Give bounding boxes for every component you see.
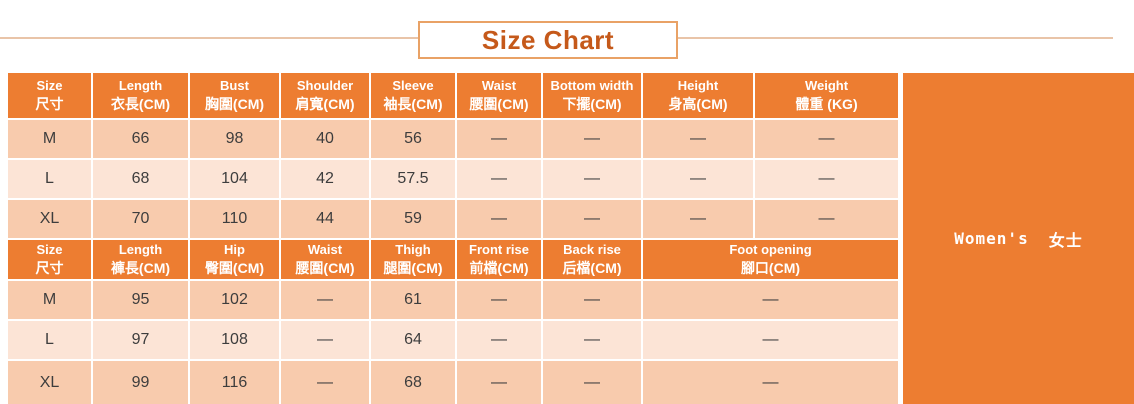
data-cell: —: [281, 281, 369, 319]
data-cell: XL: [8, 361, 91, 404]
data-cell: —: [543, 321, 641, 359]
data-cell: 57.5: [371, 160, 455, 198]
data-cell: 98: [190, 120, 279, 158]
data-cell: —: [281, 321, 369, 359]
data-cell: 70: [93, 200, 188, 238]
data-cell: —: [457, 321, 541, 359]
data-cell: 99: [93, 361, 188, 404]
data-cell: —: [457, 160, 541, 198]
data-cell: —: [457, 361, 541, 404]
data-cell: 110: [190, 200, 279, 238]
header-cell-size2: Size 尺寸: [8, 240, 91, 279]
data-cell: —: [755, 200, 898, 238]
header-cell-height: Height 身高(CM): [643, 73, 753, 118]
data-cell: —: [643, 120, 753, 158]
data-cell: —: [643, 160, 753, 198]
header-cell-foot-opening: Foot opening 腳口(CM): [643, 240, 898, 279]
header-cell-hip: Hip 臀圍(CM): [190, 240, 279, 279]
data-cell: 97: [93, 321, 188, 359]
data-cell: 44: [281, 200, 369, 238]
data-cell: 61: [371, 281, 455, 319]
data-cell: 68: [93, 160, 188, 198]
data-cell: 102: [190, 281, 279, 319]
page-title: Size Chart: [481, 24, 615, 55]
data-cell: 66: [93, 120, 188, 158]
data-cell: 42: [281, 160, 369, 198]
data-cell: —: [457, 200, 541, 238]
data-cell: —: [755, 160, 898, 198]
data-cell: —: [543, 281, 641, 319]
data-cell: —: [643, 321, 898, 359]
data-cell: —: [755, 120, 898, 158]
data-cell: 40: [281, 120, 369, 158]
data-cell: 59: [371, 200, 455, 238]
header-cell-back-rise: Back rise 后檔(CM): [543, 240, 641, 279]
data-cell: L: [8, 160, 91, 198]
header-cell-length: Length 衣長(CM): [93, 73, 188, 118]
womens-label-zh: 女士: [1048, 230, 1083, 250]
data-cell: —: [543, 361, 641, 404]
womens-label-en: Women's: [954, 229, 1029, 248]
data-cell: —: [543, 120, 641, 158]
page-title-box: Size Chart: [418, 21, 678, 59]
data-cell: L: [8, 321, 91, 359]
data-cell: —: [643, 281, 898, 319]
header-cell-shoulder: Shoulder 肩寬(CM): [281, 73, 369, 118]
data-cell: 116: [190, 361, 279, 404]
header-cell-size: Size 尺寸: [8, 73, 91, 118]
header-cell-bust: Bust 胸圍(CM): [190, 73, 279, 118]
header-cell-weight: Weight 體重 (KG): [755, 73, 898, 118]
header-cell-bottom-width: Bottom width 下擺(CM): [543, 73, 641, 118]
data-cell: 104: [190, 160, 279, 198]
header-cell-thigh: Thigh 腿圍(CM): [371, 240, 455, 279]
data-cell: M: [8, 120, 91, 158]
header-cell-sleeve: Sleeve 袖長(CM): [371, 73, 455, 118]
womens-panel: Women's 女士: [903, 73, 1134, 404]
womens-label: Women's 女士: [954, 227, 1082, 251]
data-cell: 64: [371, 321, 455, 359]
header-cell-pants-length: Length 褲長(CM): [93, 240, 188, 279]
data-cell: 56: [371, 120, 455, 158]
data-cell: —: [643, 200, 753, 238]
data-cell: 108: [190, 321, 279, 359]
data-cell: —: [543, 160, 641, 198]
data-cell: —: [457, 120, 541, 158]
data-cell: 95: [93, 281, 188, 319]
data-cell: —: [281, 361, 369, 404]
size-table: Size 尺寸 Length 衣長(CM) Bust 胸圍(CM) Shoulder 肩…: [8, 73, 898, 404]
data-cell: —: [643, 361, 898, 404]
data-cell: XL: [8, 200, 91, 238]
data-cell: —: [543, 200, 641, 238]
header-cell-front-rise: Front rise 前檔(CM): [457, 240, 541, 279]
data-cell: —: [457, 281, 541, 319]
data-cell: 68: [371, 361, 455, 404]
header-cell-waist2: Waist 腰圍(CM): [281, 240, 369, 279]
data-cell: M: [8, 281, 91, 319]
header-cell-waist: Waist 腰圍(CM): [457, 73, 541, 118]
